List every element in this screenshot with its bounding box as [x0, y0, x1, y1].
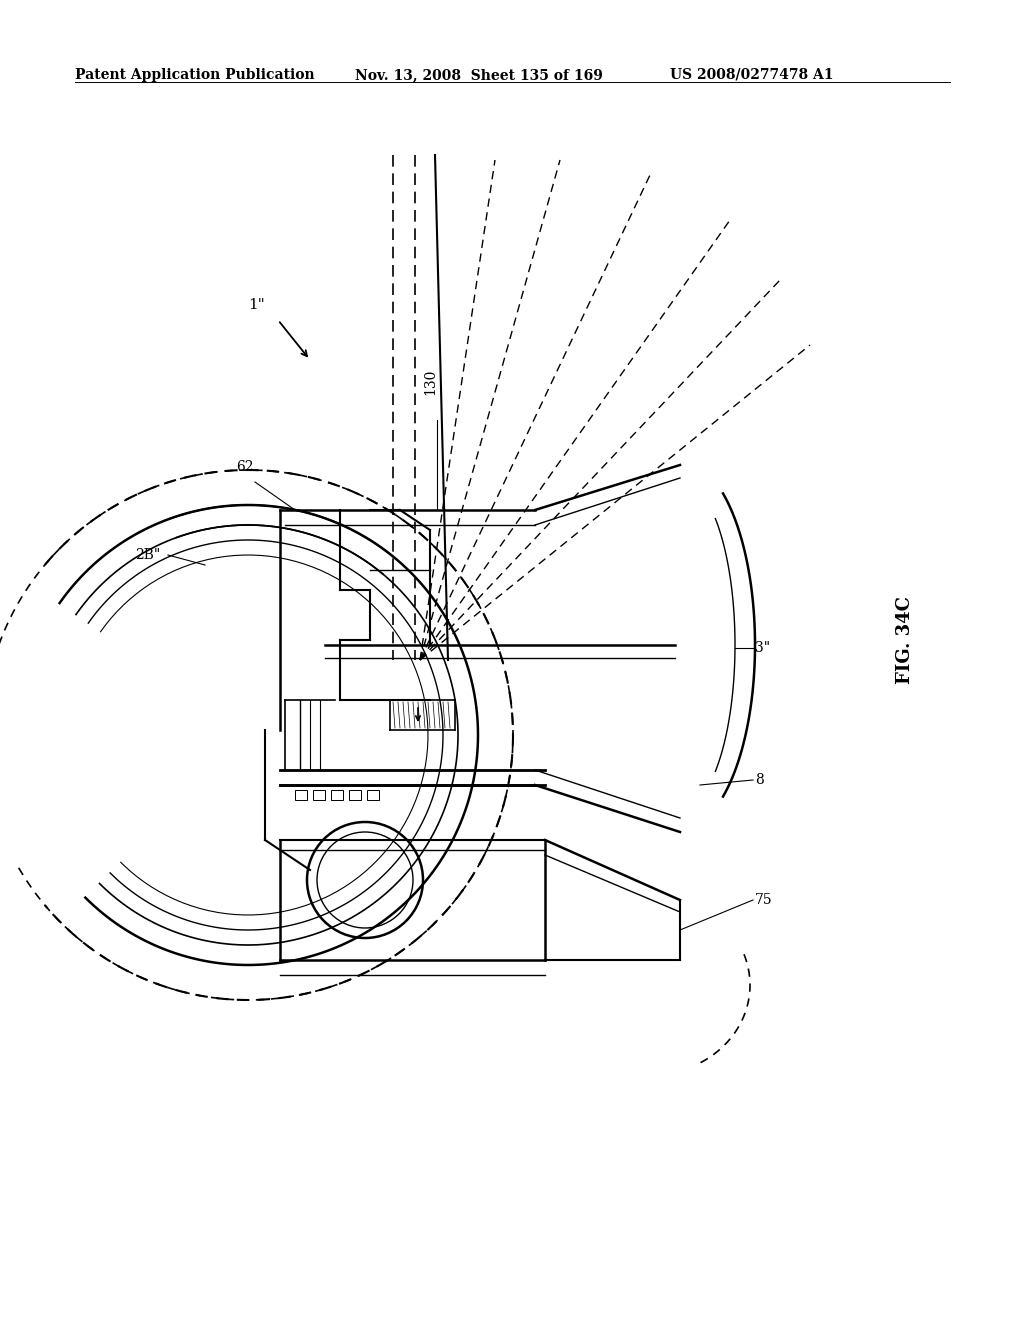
Bar — [295, 789, 307, 800]
Bar — [349, 789, 361, 800]
Text: US 2008/0277478 A1: US 2008/0277478 A1 — [670, 69, 834, 82]
Text: Nov. 13, 2008  Sheet 135 of 169: Nov. 13, 2008 Sheet 135 of 169 — [355, 69, 603, 82]
Text: 1": 1" — [248, 298, 265, 312]
Text: Patent Application Publication: Patent Application Publication — [75, 69, 314, 82]
Bar — [313, 789, 325, 800]
Text: 130: 130 — [423, 368, 437, 395]
Text: 8: 8 — [755, 774, 764, 787]
Text: 75: 75 — [755, 894, 773, 907]
Bar — [331, 789, 343, 800]
Text: FIG. 34C: FIG. 34C — [896, 597, 914, 684]
Circle shape — [317, 832, 413, 928]
Circle shape — [307, 822, 423, 939]
Text: 3": 3" — [755, 642, 770, 655]
Text: 62: 62 — [237, 459, 254, 474]
Bar — [367, 789, 379, 800]
Text: 2B": 2B" — [135, 548, 160, 562]
